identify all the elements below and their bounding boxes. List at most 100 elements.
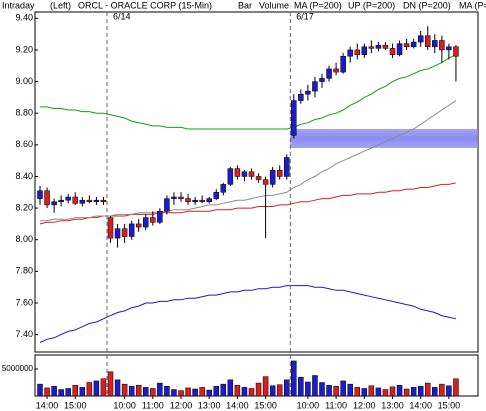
volume-bar	[354, 387, 360, 397]
volume-bar	[185, 387, 191, 397]
indicator-line	[39, 285, 457, 343]
candle-body	[340, 56, 346, 73]
volume-bar	[417, 386, 424, 397]
volume-bar	[171, 389, 177, 397]
candle-body	[284, 157, 290, 177]
candle-body	[417, 35, 424, 43]
volume-bar	[284, 379, 290, 397]
candle-body	[58, 199, 64, 203]
candle-body	[107, 217, 114, 239]
volume-bar	[178, 390, 184, 397]
volume-bar	[58, 389, 64, 397]
candle-body	[114, 228, 121, 239]
candle-body	[276, 169, 283, 177]
volume-bar	[368, 385, 375, 397]
candle-body	[185, 198, 191, 203]
volume-bar	[65, 388, 71, 397]
volume-bar	[410, 387, 417, 397]
volume-bar	[44, 387, 50, 397]
volume-bar	[403, 388, 410, 397]
candle-body	[220, 184, 227, 193]
candle-body	[298, 93, 304, 101]
volume-bar	[199, 387, 205, 397]
volume-bar	[453, 378, 459, 397]
volume-bar	[51, 386, 57, 397]
volume-bar	[326, 384, 332, 397]
mode-label: Intraday	[2, 0, 35, 10]
candle-body	[150, 217, 156, 223]
volume-bar	[227, 379, 234, 397]
chart-title: ORCL - ORACLE CORP (15-Min)	[78, 0, 212, 10]
candle-body	[51, 201, 57, 206]
volume-bar	[100, 378, 107, 397]
candle-body	[135, 223, 142, 228]
volume-bar	[206, 389, 212, 397]
candle-body	[241, 171, 248, 177]
x-tick-label: 13:00	[198, 400, 221, 410]
volume-bar	[72, 384, 78, 397]
day-label: 6/14	[113, 11, 131, 21]
volume-bar	[255, 382, 262, 397]
x-tick-label: 12:00	[170, 400, 193, 410]
bar-label: Bar	[238, 0, 252, 10]
volume-bar	[396, 384, 403, 397]
x-tick-label: 14:00	[36, 400, 59, 410]
day-label: 6/17	[296, 11, 314, 21]
candle-body	[382, 44, 389, 49]
candle-body	[93, 199, 100, 203]
volume-bar	[121, 383, 128, 397]
candle-body	[227, 168, 234, 185]
volume-bar	[128, 386, 135, 397]
candle-body	[453, 46, 459, 57]
legend-entry: MA (P=	[459, 0, 486, 10]
candle-body	[319, 78, 325, 82]
candle-body	[439, 40, 445, 51]
plot-area	[37, 26, 478, 343]
x-tick-label: 14:00	[226, 400, 249, 410]
legend-entry: MA (P=200)	[294, 0, 342, 10]
x-tick-label: 11:00	[142, 400, 164, 410]
x-tick-label: 12:00	[353, 400, 376, 410]
candle-body	[86, 199, 93, 203]
volume-bar	[389, 386, 396, 397]
price-frame	[34, 11, 479, 353]
legend-entry: UP (P=200)	[348, 0, 395, 10]
volume-bar	[135, 384, 142, 397]
candle-body	[354, 49, 360, 55]
volume-bar	[319, 382, 325, 397]
candle-body	[425, 35, 431, 48]
x-tick-label: 11:00	[325, 400, 347, 410]
volume-bar	[86, 382, 93, 397]
candle-body	[312, 81, 318, 92]
volume-bar	[93, 380, 100, 397]
candle-body	[262, 179, 269, 185]
candle-body	[178, 196, 184, 199]
volume-bar	[164, 386, 170, 397]
volume-tick-label: 5000000	[2, 364, 34, 373]
candle-body	[157, 211, 163, 223]
candle-body	[65, 196, 71, 201]
candle-body	[213, 192, 219, 199]
volume-bar	[79, 387, 86, 397]
candle-body	[375, 44, 382, 49]
indicator-line	[40, 100, 457, 222]
y-tick-label: 8.40	[15, 171, 33, 181]
y-tick-label: 9.20	[15, 44, 33, 54]
candle-body	[446, 46, 452, 51]
side-label: (Left)	[50, 0, 71, 10]
x-tick-label: 10:00	[113, 400, 136, 410]
y-tick-label: 7.40	[15, 329, 33, 339]
candle-body	[368, 46, 375, 49]
volume-bar	[213, 386, 219, 397]
volume-bar	[276, 384, 283, 397]
candle-body	[171, 196, 177, 199]
candle-body	[333, 68, 339, 73]
y-tick-label: 8.20	[15, 202, 33, 212]
x-tick-label: 10:00	[297, 400, 320, 410]
y-tick-label: 8.80	[15, 108, 33, 118]
volume-bar	[220, 383, 227, 397]
legend-volume: Volume	[259, 0, 289, 10]
indicator-line	[40, 54, 457, 130]
volume-bar	[143, 387, 149, 397]
